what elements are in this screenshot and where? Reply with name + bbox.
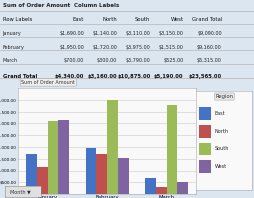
Bar — [198, 143, 211, 155]
Text: $525.00: $525.00 — [163, 58, 183, 63]
Bar — [107, 100, 117, 194]
Text: $10,875.00: $10,875.00 — [117, 74, 150, 79]
Bar — [117, 158, 128, 194]
Bar — [198, 160, 211, 173]
Text: $4,340.00: $4,340.00 — [55, 74, 84, 79]
Text: North: North — [102, 17, 117, 22]
Text: Sum of Order Amount: Sum of Order Amount — [21, 80, 75, 85]
Bar — [47, 121, 58, 194]
Text: $300.00: $300.00 — [97, 58, 117, 63]
Bar — [166, 105, 177, 194]
Text: South: South — [214, 147, 228, 151]
Text: $700.00: $700.00 — [64, 58, 84, 63]
Text: January: January — [3, 31, 21, 36]
Text: $23,565.00: $23,565.00 — [188, 74, 221, 79]
Text: $1,720.00: $1,720.00 — [92, 45, 117, 50]
Text: $9,160.00: $9,160.00 — [196, 45, 221, 50]
Bar — [155, 187, 166, 194]
Text: February: February — [3, 45, 24, 50]
Text: West: West — [214, 164, 226, 169]
Text: Month ▼: Month ▼ — [10, 189, 31, 194]
Text: $1,515.00: $1,515.00 — [158, 45, 183, 50]
Text: $3,110.00: $3,110.00 — [125, 31, 150, 36]
Text: South: South — [135, 17, 150, 22]
Text: $5,190.00: $5,190.00 — [153, 74, 183, 79]
Text: Grand Total: Grand Total — [191, 17, 221, 22]
Bar — [198, 107, 211, 120]
Bar — [145, 178, 155, 194]
Text: $3,160.00: $3,160.00 — [87, 74, 117, 79]
Bar — [198, 125, 211, 138]
Text: $1,140.00: $1,140.00 — [92, 31, 117, 36]
Bar — [58, 120, 69, 194]
Text: East: East — [72, 17, 84, 22]
Text: $3,790.00: $3,790.00 — [125, 58, 150, 63]
Text: $1,690.00: $1,690.00 — [59, 31, 84, 36]
Text: $5,315.00: $5,315.00 — [196, 58, 221, 63]
Text: $3,975.00: $3,975.00 — [125, 45, 150, 50]
Text: Sum of Order Amount  Column Labels: Sum of Order Amount Column Labels — [3, 3, 118, 8]
Bar — [37, 167, 47, 194]
Bar — [96, 154, 107, 194]
Text: March: March — [3, 58, 18, 63]
Text: East: East — [214, 111, 225, 116]
Bar — [177, 182, 187, 194]
Text: Grand Total: Grand Total — [3, 74, 37, 79]
Text: Row Labels: Row Labels — [3, 17, 32, 22]
Text: Region: Region — [215, 94, 232, 99]
Text: West: West — [170, 17, 183, 22]
Text: North: North — [214, 129, 228, 134]
Text: $9,090.00: $9,090.00 — [196, 31, 221, 36]
Bar — [26, 154, 37, 194]
Bar — [85, 148, 96, 194]
Text: $1,950.00: $1,950.00 — [59, 45, 84, 50]
Text: $3,150.00: $3,150.00 — [158, 31, 183, 36]
